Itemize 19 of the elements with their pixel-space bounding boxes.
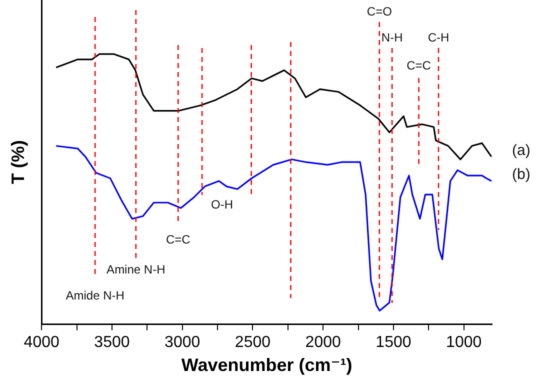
ref-line-label: C=C	[406, 58, 432, 72]
x-tick-label: 2000	[305, 334, 341, 352]
y-axis-title: T (%)	[8, 140, 28, 184]
ref-line-label: Amide N-H	[66, 288, 124, 302]
ref-line-label: N-H	[381, 30, 403, 44]
series-label: (a)	[512, 142, 530, 159]
ref-line-label: Amine N-H	[106, 262, 166, 276]
ref-line-label: C=O	[366, 4, 392, 18]
ref-line-label: O-H	[211, 197, 234, 212]
x-tick-label: 1500	[376, 334, 412, 352]
series-label: (b)	[512, 166, 530, 184]
x-tick-label: 4000	[24, 334, 60, 352]
x-tick-label: 3000	[164, 334, 200, 352]
x-tick-label: 2500	[234, 334, 271, 352]
ref-line-label: C=C	[166, 232, 191, 246]
x-tick-label: 3500	[94, 334, 130, 352]
x-axis-title: Wavenumber (cm⁻¹)	[181, 355, 352, 376]
x-tick-label: 1000	[446, 334, 482, 352]
ref-line-label: C-H	[428, 30, 450, 44]
